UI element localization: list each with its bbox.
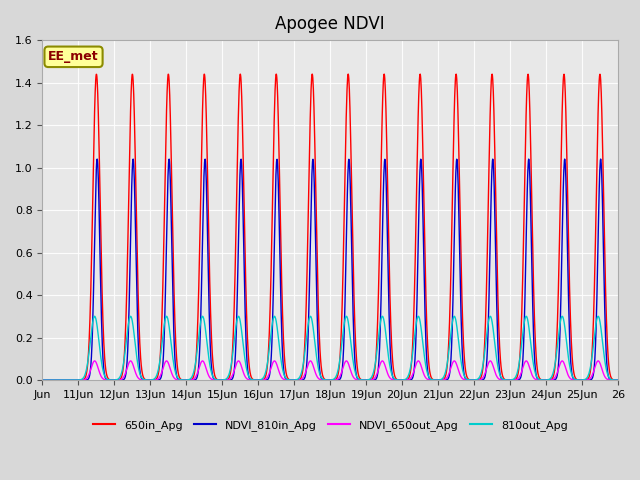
Title: Apogee NDVI: Apogee NDVI [275,15,385,33]
Text: EE_met: EE_met [48,50,99,63]
Legend: 650in_Apg, NDVI_810in_Apg, NDVI_650out_Apg, 810out_Apg: 650in_Apg, NDVI_810in_Apg, NDVI_650out_A… [88,416,572,436]
